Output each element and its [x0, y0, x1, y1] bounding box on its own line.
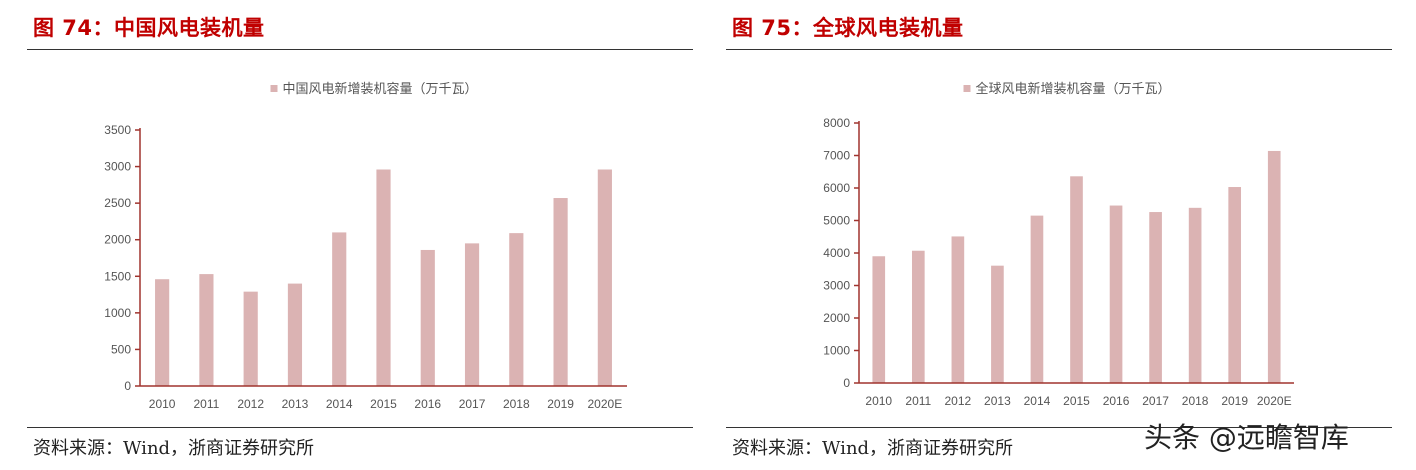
figure-74-panel: 图 74：中国风电装机量 中国风电新增装机容量（万千瓦） 0 500 1000 1500… [27, 0, 693, 470]
bar [420, 249, 435, 386]
bar [243, 291, 258, 386]
source-note: 资料来源：Wind，浙商证券研究所 [33, 438, 315, 459]
x-tick-label: 2018 [503, 397, 530, 411]
x-tick-label: 2012 [237, 397, 264, 411]
y-tick-label: 7000 [823, 149, 850, 163]
x-tick-label: 2015 [1063, 394, 1090, 408]
legend-swatch [963, 85, 971, 92]
bar [509, 233, 524, 386]
x-tick-label: 2013 [984, 394, 1011, 408]
figure-75-panel: 图 75：全球风电装机量 全球风电新增装机容量（万千瓦） 0 1000 2000 300… [726, 0, 1392, 470]
bar [1228, 187, 1242, 383]
bar [464, 243, 480, 386]
x-tick-label: 2011 [194, 397, 220, 411]
bar [991, 265, 1004, 383]
y-tick-label: 6000 [823, 181, 850, 195]
bar [1030, 215, 1044, 383]
source-rule [726, 427, 1392, 428]
x-tick-label: 2016 [414, 397, 441, 411]
title-rule [27, 49, 693, 50]
x-tick-label: 2011 [905, 394, 931, 408]
watermark: 头条 @远瞻智库 [1144, 421, 1349, 454]
y-tick-label: 1000 [104, 306, 131, 320]
y-tick-label: 1500 [104, 269, 131, 283]
y-tick-label: 4000 [823, 246, 850, 260]
y-tick-label: 3000 [104, 160, 131, 174]
y-tick-label: 3000 [823, 279, 850, 293]
y-tick-label: 1000 [823, 344, 850, 358]
x-tick-label: 2010 [149, 397, 176, 411]
x-tick-label: 2017 [1142, 394, 1169, 408]
x-tick-label: 2012 [945, 394, 972, 408]
legend-label: 全球风电新增装机容量（万千瓦） [976, 81, 1171, 97]
y-tick-label: 500 [111, 342, 131, 356]
x-tick-label: 2014 [326, 397, 353, 411]
x-tick-label: 2020E [588, 397, 623, 411]
source-note: 资料来源：Wind，浙商证券研究所 [732, 438, 1014, 459]
x-tick-label: 2019 [547, 397, 574, 411]
x-tick-label: 2016 [1103, 394, 1130, 408]
x-tick-label: 2013 [282, 397, 309, 411]
y-tick-label: 2500 [104, 196, 131, 210]
legend-label: 中国风电新增装机容量（万千瓦） [283, 81, 478, 97]
bar [1188, 207, 1202, 383]
bar [155, 279, 170, 386]
figure-title: 图 74：中国风电装机量 [33, 16, 265, 40]
bar [553, 198, 568, 386]
y-tick-label: 0 [124, 379, 131, 393]
bar [376, 169, 391, 386]
bar [1267, 150, 1281, 383]
global-wind-capacity-chart: 全球风电新增装机容量（万千瓦） 0 1000 2000 3000 4000 5000 6000… [823, 81, 1294, 408]
source-rule [27, 427, 693, 428]
bar [597, 169, 612, 386]
y-tick-label: 5000 [823, 214, 850, 228]
y-tick-label: 2000 [104, 233, 131, 247]
figure-title: 图 75：全球风电装机量 [732, 16, 964, 40]
x-tick-label: 2014 [1024, 394, 1051, 408]
bar [332, 232, 347, 386]
china-wind-capacity-chart: 中国风电新增装机容量（万千瓦） 0 500 1000 1500 2000 2500 3000 3… [104, 81, 627, 411]
bar [1070, 176, 1083, 383]
x-tick-label: 2019 [1221, 394, 1248, 408]
x-tick-label: 2015 [370, 397, 397, 411]
bar [287, 283, 303, 386]
x-tick-label: 2020E [1257, 394, 1292, 408]
bar [872, 256, 886, 383]
x-tick-label: 2017 [459, 397, 486, 411]
y-tick-label: 0 [843, 376, 850, 390]
bar [911, 250, 925, 383]
x-tick-label: 2010 [865, 394, 892, 408]
bar [1109, 205, 1123, 383]
legend-swatch [270, 85, 278, 92]
y-tick-label: 8000 [823, 116, 850, 130]
bar [951, 236, 965, 383]
bar [1149, 212, 1162, 383]
x-tick-label: 2018 [1182, 394, 1209, 408]
y-tick-label: 3500 [104, 123, 131, 137]
bar [199, 274, 214, 386]
title-rule [726, 49, 1392, 50]
y-tick-label: 2000 [823, 311, 850, 325]
